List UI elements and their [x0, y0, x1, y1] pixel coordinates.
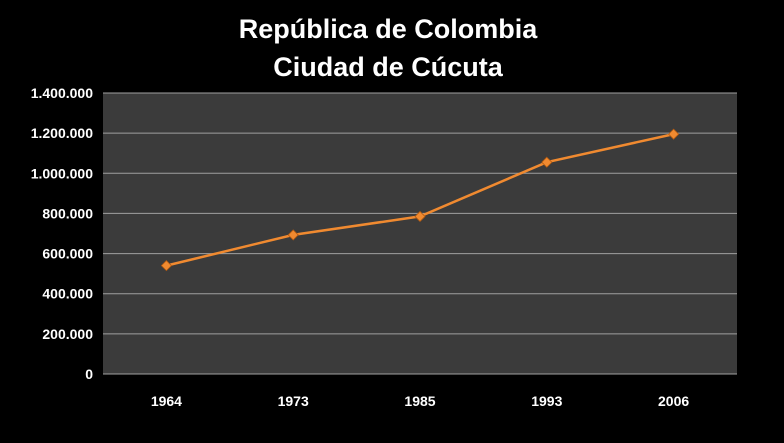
y-tick-label: 200.000 [42, 326, 93, 342]
y-tick-label: 1.400.000 [31, 85, 93, 101]
y-tick-label: 1.000.000 [31, 165, 93, 181]
data-point-marker [414, 210, 426, 223]
x-tick-label: 1993 [531, 393, 562, 409]
chart-title-line-2: Ciudad de Cúcuta [273, 52, 503, 82]
y-tick-label: 400.000 [42, 286, 93, 302]
chart-title-line-1: República de Colombia [239, 14, 539, 44]
y-tick-label: 1.200.000 [31, 125, 93, 141]
data-point-marker [668, 128, 680, 140]
data-point-marker [541, 156, 553, 168]
y-axis-tick-labels: 0 200.000 400.000 600.000 800.000 1.000.000 1.… [31, 85, 94, 382]
x-tick-label: 2006 [658, 393, 689, 409]
y-tick-label: 600.000 [42, 246, 93, 262]
plot-area [103, 93, 737, 374]
series-layer [160, 128, 680, 272]
y-tick-label: 0 [85, 366, 93, 382]
gridlines [103, 92, 737, 375]
x-tick-label: 1964 [151, 393, 182, 409]
data-point-marker [287, 229, 299, 241]
y-tick-label: 800.000 [42, 205, 93, 221]
x-axis-tick-labels: 1964 1973 1985 1993 2006 [151, 393, 690, 409]
x-tick-label: 1985 [404, 393, 435, 409]
x-tick-label: 1973 [278, 393, 309, 409]
data-point-marker [160, 260, 172, 272]
